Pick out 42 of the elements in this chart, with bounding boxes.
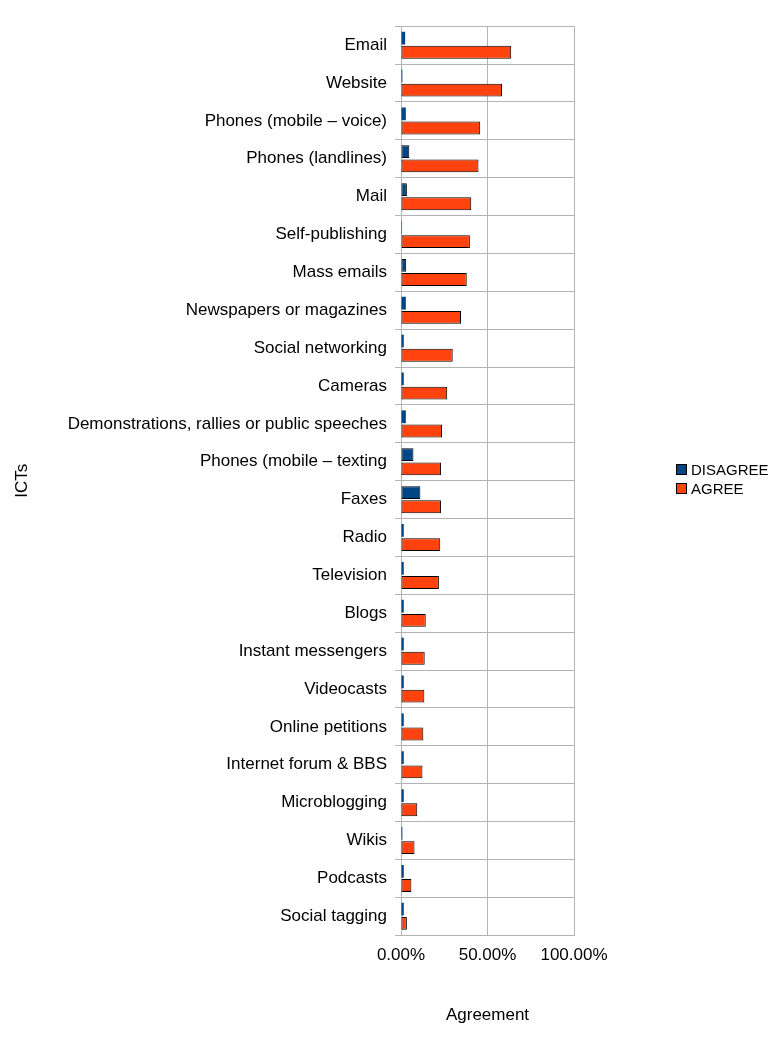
y-tick-label: Self-publishing <box>275 224 387 244</box>
y-tick-label: Blogs <box>344 602 387 622</box>
y-tick-label: Phones (landlines) <box>246 148 387 168</box>
bar <box>401 789 404 802</box>
y-tick-label: Wikis <box>346 830 387 850</box>
x-tick-label: 0.00% <box>376 945 426 965</box>
bar <box>401 296 406 310</box>
y-tick-label: Podcasts <box>317 868 387 888</box>
y-tick-label: Cameras <box>318 375 387 395</box>
y-tick-label: Demonstrations, rallies or public speeches <box>67 413 387 433</box>
legend-label: DISAGREE <box>691 460 769 479</box>
bar <box>401 524 404 537</box>
y-tick-label: Phones (mobile – texting <box>199 451 387 471</box>
bar <box>401 864 404 878</box>
y-tick-label: Videocasts <box>304 678 387 698</box>
y-tick-label: Mail <box>355 186 387 206</box>
y-tick-label: Microblogging <box>281 792 387 812</box>
bar <box>401 902 404 916</box>
bar <box>401 107 406 121</box>
y-axis-title: ICTs <box>11 463 31 498</box>
bar <box>401 751 404 765</box>
y-tick-label: Phones (mobile – voice) <box>204 110 387 130</box>
legend-label: AGREE <box>691 479 744 498</box>
x-tick-label: 100.00% <box>540 945 608 965</box>
y-tick-label: Online petitions <box>269 716 387 736</box>
y-tick-label: Instant messengers <box>238 640 387 660</box>
y-tick-label: Television <box>312 565 387 585</box>
y-tick-label: Website <box>325 72 387 92</box>
x-tick-label: 50.00% <box>458 945 517 965</box>
x-axis-title: Agreement <box>445 1005 530 1025</box>
bar <box>401 410 406 424</box>
bar <box>401 561 404 575</box>
y-tick-label: Internet forum & BBS <box>226 754 387 774</box>
y-tick-label: Social tagging <box>280 905 387 925</box>
y-tick-label: Radio <box>342 527 387 547</box>
y-tick-label: Email <box>344 34 387 54</box>
bar <box>401 599 404 613</box>
y-tick-label: Newspapers or magazines <box>185 299 387 319</box>
y-tick-label: Faxes <box>340 489 387 509</box>
y-tick-label: Mass emails <box>292 262 387 282</box>
y-tick-label: Social networking <box>253 337 387 357</box>
bar <box>401 713 404 727</box>
